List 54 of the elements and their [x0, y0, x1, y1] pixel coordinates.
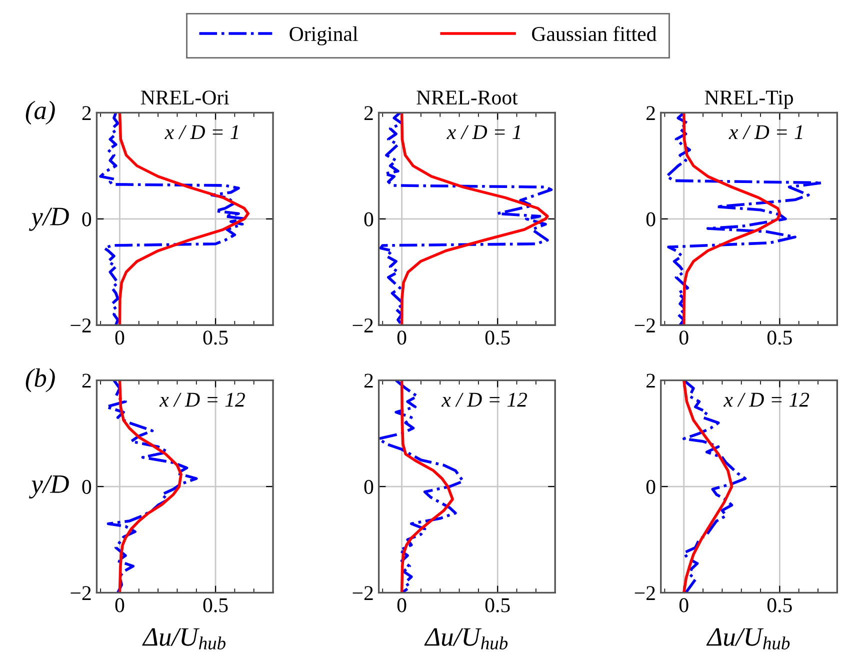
- y-tick-label: −2: [352, 586, 373, 600]
- y-tick-label: 2: [646, 374, 655, 388]
- line-series: [682, 380, 734, 593]
- y-tick-label: −2: [70, 318, 91, 332]
- line-series: [682, 380, 747, 593]
- annotation: x / D = 1: [728, 125, 802, 140]
- y-tick-label: −2: [634, 318, 655, 332]
- x-tick-label: 0.5: [203, 330, 228, 345]
- x-tick-label: 0: [115, 330, 124, 345]
- y-tick-label: −2: [634, 586, 655, 600]
- y-tick-label: 2: [364, 106, 373, 120]
- x-axis-title: Δu/U$_{hub}$: [706, 628, 790, 650]
- annotation: x / D = 12: [723, 392, 810, 407]
- x-axis-title: Δu/U$_{hub}$: [142, 628, 226, 650]
- line-series: [665, 112, 824, 326]
- line-series: [400, 380, 454, 593]
- x-axis-title: Δu/U$_{hub}$: [424, 628, 508, 650]
- chart-title: NREL-Root: [416, 90, 518, 105]
- x-tick-label: 0: [679, 598, 688, 612]
- x-tick-label: 0: [115, 598, 124, 612]
- line-series: [104, 380, 198, 593]
- y-tick-label: 2: [82, 106, 91, 120]
- x-tick-label: 0.5: [767, 330, 792, 345]
- chart-title: NREL-Ori: [140, 90, 230, 105]
- x-tick-label: 0: [397, 598, 406, 612]
- x-tick-label: 0.5: [767, 598, 792, 612]
- legend-label: Original: [290, 26, 358, 46]
- text: (a): [26, 100, 55, 125]
- y-tick-label: 0: [364, 480, 374, 494]
- text: (b): [26, 368, 55, 392]
- x-tick-label: 0: [679, 330, 688, 345]
- y-tick-label: 0: [364, 212, 374, 226]
- y-tick-label: 0: [646, 480, 656, 494]
- y-tick-label: −2: [352, 318, 373, 332]
- y-tick-label: 0: [82, 212, 92, 226]
- y-tick-label: 2: [82, 374, 91, 388]
- x-tick-label: 0.5: [203, 598, 228, 612]
- y-tick-label: 2: [364, 374, 373, 388]
- y-tick-label: 2: [646, 106, 655, 120]
- y-tick-label: −2: [70, 586, 91, 600]
- chart-title: NREL-Tip: [704, 90, 793, 109]
- y-tick-label: 0: [646, 212, 656, 226]
- annotation: x / D = 1: [446, 125, 520, 140]
- y-axis-title: y/D: [29, 208, 69, 231]
- legend-label: Gaussian fitted: [532, 26, 656, 42]
- x-tick-label: 0: [397, 330, 406, 345]
- annotation: x / D = 12: [159, 392, 245, 407]
- x-tick-label: 0.5: [485, 330, 510, 345]
- annotation: x / D = 1: [164, 125, 238, 140]
- line-series: [118, 380, 182, 593]
- x-tick-label: 0.5: [485, 598, 510, 612]
- y-tick-label: 0: [82, 480, 92, 494]
- annotation: x / D = 12: [441, 392, 528, 407]
- y-axis-title: y/D: [29, 475, 69, 498]
